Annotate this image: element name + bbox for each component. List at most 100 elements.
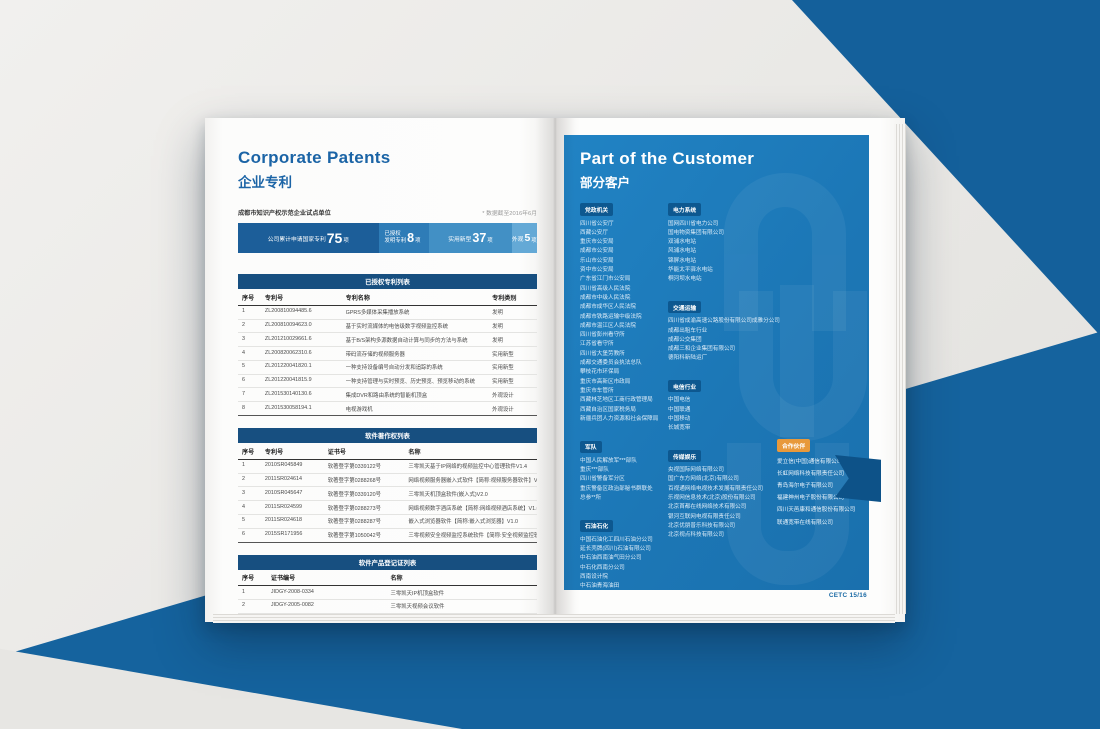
stat-value: 75 [326,230,343,246]
table-cell: 带码流存储的视频服务器 [345,351,405,358]
stat-value: 37 [472,231,487,245]
customer-group: 合作伙伴 爱立信(中国)通信有限公司 长虹网络科技有限责任公司 青岛海尔电子有限公司福… [777,435,869,529]
table-cell: 实用新型 [492,379,514,386]
customer-item: 桐河坝水电站 [668,276,702,283]
customer-item: 德阳科新陆运厂 [668,355,708,362]
table-cell: 三零凯天机顶盒软件(嵌入式)V2.0 [408,491,488,498]
table-cell: 3 [242,335,245,342]
page-subtitle: 企业专利 [238,175,292,190]
customer-item: 国广东方网络(北京)有限公司 [668,476,739,483]
table-cell: 三零凯天基于IP网络的视频监控中心管理软件V1.4 [408,464,528,471]
page-number: CETC 15/16 [828,592,867,599]
stat-value: 8 [407,231,415,245]
customer-item: 中国石油化工四川石油分公司 [580,536,653,543]
customer-item: 联通宽带在线有限公司 [777,519,833,526]
customer-item: 中石化西南分公司 [580,564,625,571]
table-cell: 7 [242,390,245,397]
customer-item: 北京首都在线网络技术有限公司 [668,504,747,511]
table-header-cell: 名称 [390,575,403,583]
table-row: 2 ZL200810094623.0 基于实时流媒体的电信级数字视频监控系统 发明 [238,320,537,334]
note-right: * 数据截至2016年6月 [482,211,537,217]
table-cell: 发明 [492,310,503,317]
customer-item: 中石油西南油气田分公司 [580,555,642,562]
stat-segment: 公司累计申请国家专利 75 项 [238,223,379,253]
table-header-cell: 专利号 [264,294,284,302]
customer-item: 重庆市高新区市政局 [580,378,631,385]
customer-item: 国电物资集团有限公司 [668,229,724,236]
customer-group: 石油石化中国石油化工四川石油分公司 延长壳牌(四川)石油有限公司 中石油西南油气田分… [580,515,668,590]
stat-unit: 项 [415,238,421,244]
table-cell: ZL201210029661.6 [264,335,312,342]
table-cell: 实用新型 [492,365,514,372]
table-header-cell: 序号 [242,294,255,302]
table-cell: 2011SR024618 [264,517,302,524]
table-cell: 2011SR024599 [264,503,302,510]
customer-item: 重庆市车管所 [580,387,614,394]
table-cell: 2010SR045849 [264,462,303,469]
table-cell: 1 [242,462,245,469]
customer-column: 党政机关 四川省公安厅 西藏公安厅 重庆市公安局 成都市公安局 乐山市公安局 资中市公安局广… [580,199,668,590]
stat-label: 已授权 发明专利 [384,231,407,244]
customer-item: 北京视点科技有限公司 [668,532,724,539]
left-page: Corporate Patents 企业专利 成都市知识产权示范企业试点单位 *… [205,118,555,622]
table-row: 6 2015SR171956 软著登字第1050042号 三零视频安全视频监控系统软件… [238,529,537,542]
table-row: 4 2011SR024599 软著登字第0288273号 网络视频数字酒店系统【简称:… [238,501,537,515]
table-cell: ZL201530140130.6 [264,390,312,397]
table-row: 5 2011SR024618 软著登字第0288287号 嵌入式浏览器软件【简称:嵌入… [238,515,537,529]
stat-label: 公司累计申请国家专利 [267,236,326,243]
customer-item: 华能太平驿水电站 [668,267,713,274]
customer-item: 西藏自治区国家税务局 [580,406,636,413]
stat-segment: 已授权 发明专利 8 项 [378,223,430,253]
stat-segment: 实用新型 37 项 [429,223,512,253]
customer-column: 电力系统 国网四川省电力公司 国电物资集团有限公司 双浦水电站 风浦水电站 锦屏水电站 华能… [668,199,780,590]
table-cell: 2015SR171956 [264,531,303,538]
customer-item: 四川省高级人民法院 [580,285,631,292]
customer-group: 电力系统 国网四川省电力公司 国电物资集团有限公司 双浦水电站 风浦水电站 锦屏水电站 华能… [668,199,777,285]
table-row: 2 2011SR024614 软著登字第0288268号 网络视频服务器嵌入式软件【简… [238,474,537,488]
table-cell: 外观设计 [492,406,514,413]
customer-item: 广东省江门市公安局 [580,276,631,283]
table-row: 7 ZL201530140130.6 集成DVR和路由系统的智能机顶盒 外观设计 [238,388,537,403]
table-header-cell: 专利名称 [345,294,370,302]
table-cell: 基于实时流媒体的电信级数字视频监控系统 [345,323,449,330]
page-stack-bottom-edge [213,614,895,623]
table-header-cell: 名称 [408,448,421,456]
customer-item: 新疆兵团人力资源和社会保障局 [580,415,659,422]
table-header-cell: 序号 [242,575,255,583]
customer-item: 爱立信(中国)通信有限公司 [777,458,843,465]
category-badge: 电力系统 [668,203,702,216]
table-cell: 软著登字第0288287号 [327,519,382,526]
table-cell: 嵌入式浏览器软件【简称:嵌入式浏览器】V1.0 [408,519,519,526]
note-left: 成都市知识产权示范企业试点单位 [238,210,331,217]
customer-item: 西藏公安厅 [580,229,608,236]
customer-item: 总参**所 [580,494,602,501]
table-header-cell: 证书编号 [270,575,296,583]
customer-item: 成都三和企业集团有限公司 [668,346,736,353]
table-header-cell: 专利号 [264,448,284,456]
table-row: 3 ZL201210029661.6 基于B/S架构多源数据自动计算与同步的方法与系… [238,333,537,348]
customer-item: 成都市中级人民法院 [580,294,631,301]
customer-item: 四川省大堡劳教所 [580,350,625,357]
category-badge: 石油石化 [580,519,614,532]
customer-item: 西南设计院 [580,573,608,580]
table-cell: GPRS多媒体采集播放系统 [345,310,410,317]
customer-group: 交通运输 四川省成渝高速公路股份有限公司成雅分公司 成都出租车行业 成都公交集团 成都三… [668,297,780,364]
table-cell: 软著登字第0339120号 [327,491,382,498]
table-cell: JIDGY-2005-0082 [270,602,314,609]
table-cell: 2 [242,602,245,609]
customer-columns: 党政机关 四川省公安厅 西藏公安厅 重庆市公安局 成都市公安局 乐山市公安局 资中市公安局广… [580,199,869,590]
stat-label: 外观 [511,236,524,243]
customer-title: Part of the Customer [580,149,755,168]
table-cell: 网络视频数字酒店系统【简称:网络视频酒店系统】V1.0 [408,505,537,512]
table-cell: 电视游戏机 [345,406,373,413]
customer-item: 中国人民解放军***部队 [580,457,637,464]
customer-item: 乐视网信息技术(北京)股份有限公司 [668,495,756,502]
patent-table: 软件著作权列表 序号 专利号 证书号 名称 1 2010SR045849 软著登字第03391… [238,428,537,543]
customer-item: 延长壳牌(四川)石油有限公司 [580,546,651,553]
customer-item: 重庆市公安局 [580,239,614,246]
table-cell: 软著登字第0288273号 [327,505,382,512]
table-cell: 4 [242,503,245,510]
table-row: 5 ZL201220041820.1 一种支持设备编号自动分发和追踪的系统 实用新型 [238,361,537,375]
table-cell: 3 [242,489,245,496]
table-title: 已授权专利列表 [238,274,537,289]
